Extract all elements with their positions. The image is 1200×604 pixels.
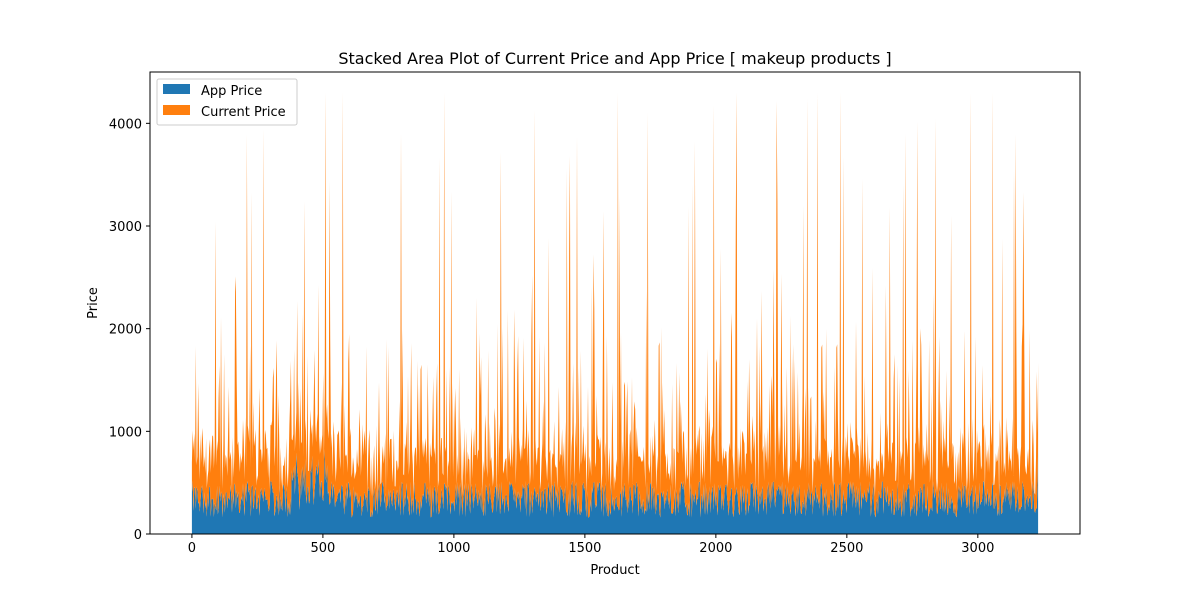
x-tick-label: 2000 [699, 541, 732, 556]
y-axis-ticks: 0 1000 2000 3000 4000 [109, 117, 150, 543]
plot-area [191, 92, 1039, 534]
legend-label-current-price: Current Price [201, 105, 286, 120]
y-axis-label: Price [86, 287, 101, 319]
x-axis-label: Product [590, 563, 639, 578]
legend: App Price Current Price [156, 78, 298, 126]
series-area-app-price [191, 448, 1039, 534]
x-tick-label: 2500 [830, 541, 863, 556]
series-area-current-price [191, 92, 1039, 518]
y-tick-label: 0 [134, 528, 142, 543]
legend-swatch-current-price [163, 105, 190, 115]
y-tick-label: 1000 [109, 425, 142, 440]
x-tick-label: 500 [310, 541, 335, 556]
x-tick-label: 0 [188, 541, 196, 556]
legend-swatch-app-price [163, 84, 190, 94]
axes-frame [149, 71, 1081, 535]
y-tick-label: 3000 [109, 220, 142, 235]
x-axis-ticks: 0 500 1000 1500 2000 2500 3000 [188, 534, 994, 556]
x-tick-label: 3000 [961, 541, 994, 556]
x-tick-label: 1000 [437, 541, 470, 556]
legend-box [156, 78, 298, 126]
y-tick-label: 2000 [109, 323, 142, 338]
y-tick-label: 4000 [109, 117, 142, 132]
legend-label-app-price: App Price [201, 84, 262, 99]
chart-title: Stacked Area Plot of Current Price and A… [338, 49, 891, 68]
x-tick-label: 1500 [568, 541, 601, 556]
